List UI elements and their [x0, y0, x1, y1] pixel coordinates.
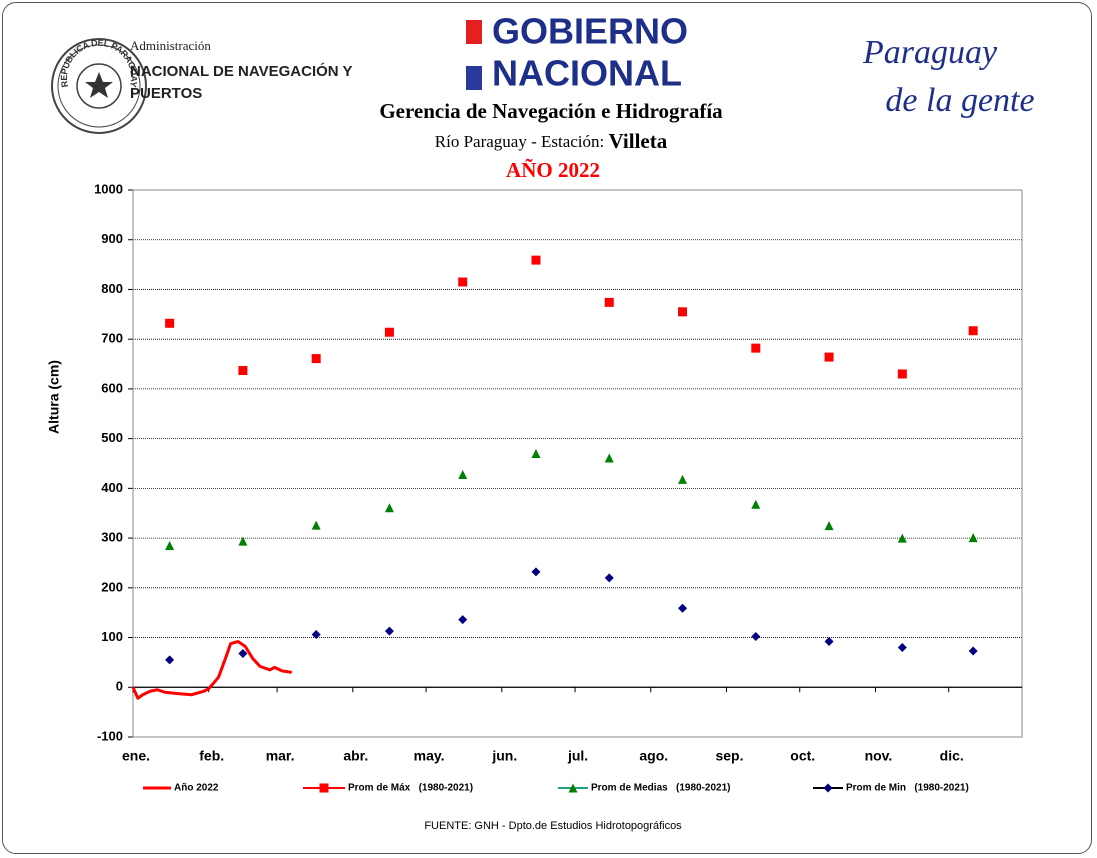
data-point	[531, 567, 541, 577]
data-point	[384, 503, 394, 513]
year-title: AÑO 2022	[506, 158, 600, 182]
data-point	[604, 573, 614, 583]
data-point	[678, 474, 688, 484]
data-point	[678, 603, 688, 613]
y-tick-label: 400	[101, 480, 123, 495]
data-point	[165, 655, 175, 665]
x-tick-label: abr.	[343, 748, 368, 764]
y-tick-label: 0	[116, 679, 123, 694]
legend-marker	[319, 783, 329, 793]
x-tick-label: ago.	[639, 748, 668, 764]
data-point	[165, 318, 175, 328]
data-point	[751, 343, 761, 353]
agency-line: NACIONAL DE NAVEGACIÓN Y	[130, 62, 353, 80]
legend-label: Prom de Min (1980-2021)	[846, 783, 969, 794]
agency-line: PUERTOS	[130, 85, 202, 102]
x-tick-label: mar.	[266, 748, 295, 764]
data-point	[311, 630, 321, 640]
data-point	[458, 277, 468, 287]
data-point	[384, 626, 394, 636]
y-tick-label: 100	[101, 629, 123, 644]
data-point	[531, 449, 541, 459]
legend-label: Prom de Medias (1980-2021)	[591, 783, 731, 794]
data-point	[604, 453, 614, 463]
y-tick-label: -100	[97, 728, 123, 743]
data-point	[238, 648, 248, 658]
x-tick-label: jun.	[491, 748, 517, 764]
agency-line: Administración	[130, 38, 211, 53]
gov-flag-blue	[466, 66, 482, 90]
y-tick-label: 200	[101, 579, 123, 594]
data-point	[311, 354, 321, 364]
data-point	[531, 255, 541, 265]
data-point	[968, 646, 978, 656]
subtitle-text: Río Paraguay - Estación:	[435, 132, 605, 151]
gov-line: GOBIERNO	[492, 11, 688, 52]
slogan: Paraguay	[862, 34, 998, 71]
data-point	[678, 307, 688, 317]
data-point	[458, 469, 468, 479]
y-tick-label: 700	[101, 331, 123, 346]
x-tick-label: ene.	[122, 748, 150, 764]
data-point	[604, 297, 614, 307]
data-point	[897, 369, 907, 379]
data-point	[311, 520, 321, 530]
x-tick-label: nov.	[865, 748, 893, 764]
data-point	[165, 541, 175, 551]
data-point	[458, 615, 468, 625]
x-tick-label: may.	[414, 748, 445, 764]
legend-marker	[568, 783, 578, 793]
y-tick-label: 500	[101, 430, 123, 445]
gov-line: NACIONAL	[492, 53, 682, 94]
source: FUENTE: GNH - Dpto.de Estudios Hidrotopo…	[424, 820, 682, 832]
x-tick-label: dic.	[940, 748, 964, 764]
legend-label: Año 2022	[174, 783, 219, 794]
y-axis-label: Altura (cm)	[46, 360, 62, 434]
data-point	[238, 536, 248, 546]
data-point	[897, 642, 907, 652]
x-tick-label: sep.	[715, 748, 743, 764]
plot-border	[132, 189, 1023, 738]
data-point	[824, 637, 834, 647]
data-point	[968, 533, 978, 543]
chart-subtitle: Río Paraguay - Estación: Villeta	[435, 129, 668, 153]
data-point	[238, 366, 248, 376]
x-tick-label: feb.	[199, 748, 224, 764]
x-tick-label: oct.	[790, 748, 815, 764]
data-point	[824, 352, 834, 362]
legend-marker	[823, 783, 833, 793]
data-point	[897, 533, 907, 543]
legend-label: Prom de Máx (1980-2021)	[348, 783, 473, 794]
chart-title: Gerencia de Navegación e Hidrografía	[379, 99, 723, 123]
gov-flag-red	[466, 20, 482, 44]
data-point	[824, 521, 834, 531]
data-point	[968, 326, 978, 336]
series-line	[131, 640, 292, 700]
y-tick-label: 800	[101, 281, 123, 296]
data-point	[384, 327, 394, 337]
y-tick-label: 1000	[94, 181, 123, 196]
data-point	[751, 632, 761, 642]
y-tick-label: 900	[101, 231, 123, 246]
y-tick-label: 300	[101, 530, 123, 545]
y-tick-label: 600	[101, 380, 123, 395]
data-point	[751, 499, 761, 509]
station: Villeta	[609, 129, 668, 153]
x-tick-label: jul.	[567, 748, 588, 764]
slogan: de la gente	[885, 82, 1034, 119]
